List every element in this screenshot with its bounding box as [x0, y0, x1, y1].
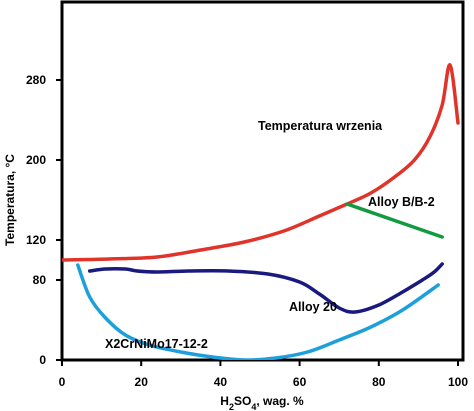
series-line-alloy-b-b-2 — [345, 202, 444, 239]
x-tick-label: 20 — [135, 375, 149, 389]
x-tick-label: 40 — [214, 375, 228, 389]
y-tick-label: 200 — [26, 153, 46, 167]
x-axis-title: H2SO4, wag. % — [220, 394, 304, 411]
series-layer — [62, 63, 460, 360]
x-tick-label: 60 — [293, 375, 307, 389]
series-line-alloy-20 — [87, 262, 444, 314]
label-alloy-20: Alloy 20 — [289, 300, 337, 314]
x-axis-title-text: H2SO4, wag. % — [220, 394, 304, 411]
label-alloy-b-b2: Alloy B/B-2 — [368, 195, 435, 209]
x-tick-label: 0 — [59, 375, 66, 389]
y-axis-title: Temperatura, °C — [3, 154, 17, 246]
x-tick-label: 80 — [372, 375, 386, 389]
series-line-x2crnimo17-12-2 — [76, 263, 440, 360]
label-temperatura-wrzenia: Temperatura wrzenia — [258, 119, 383, 133]
x-tick-label: 100 — [448, 375, 468, 389]
ticks-layer: 0 20 40 60 80 100 0 80 120 200 280 — [26, 73, 468, 389]
label-x2crnimo17-12-2: X2CrNiMo17-12-2 — [105, 337, 208, 351]
y-tick-label: 0 — [39, 353, 46, 367]
y-tick-label: 80 — [33, 273, 47, 287]
plot-frame — [60, 0, 465, 362]
y-tick-label: 120 — [26, 233, 46, 247]
y-tick-label: 280 — [26, 73, 46, 87]
